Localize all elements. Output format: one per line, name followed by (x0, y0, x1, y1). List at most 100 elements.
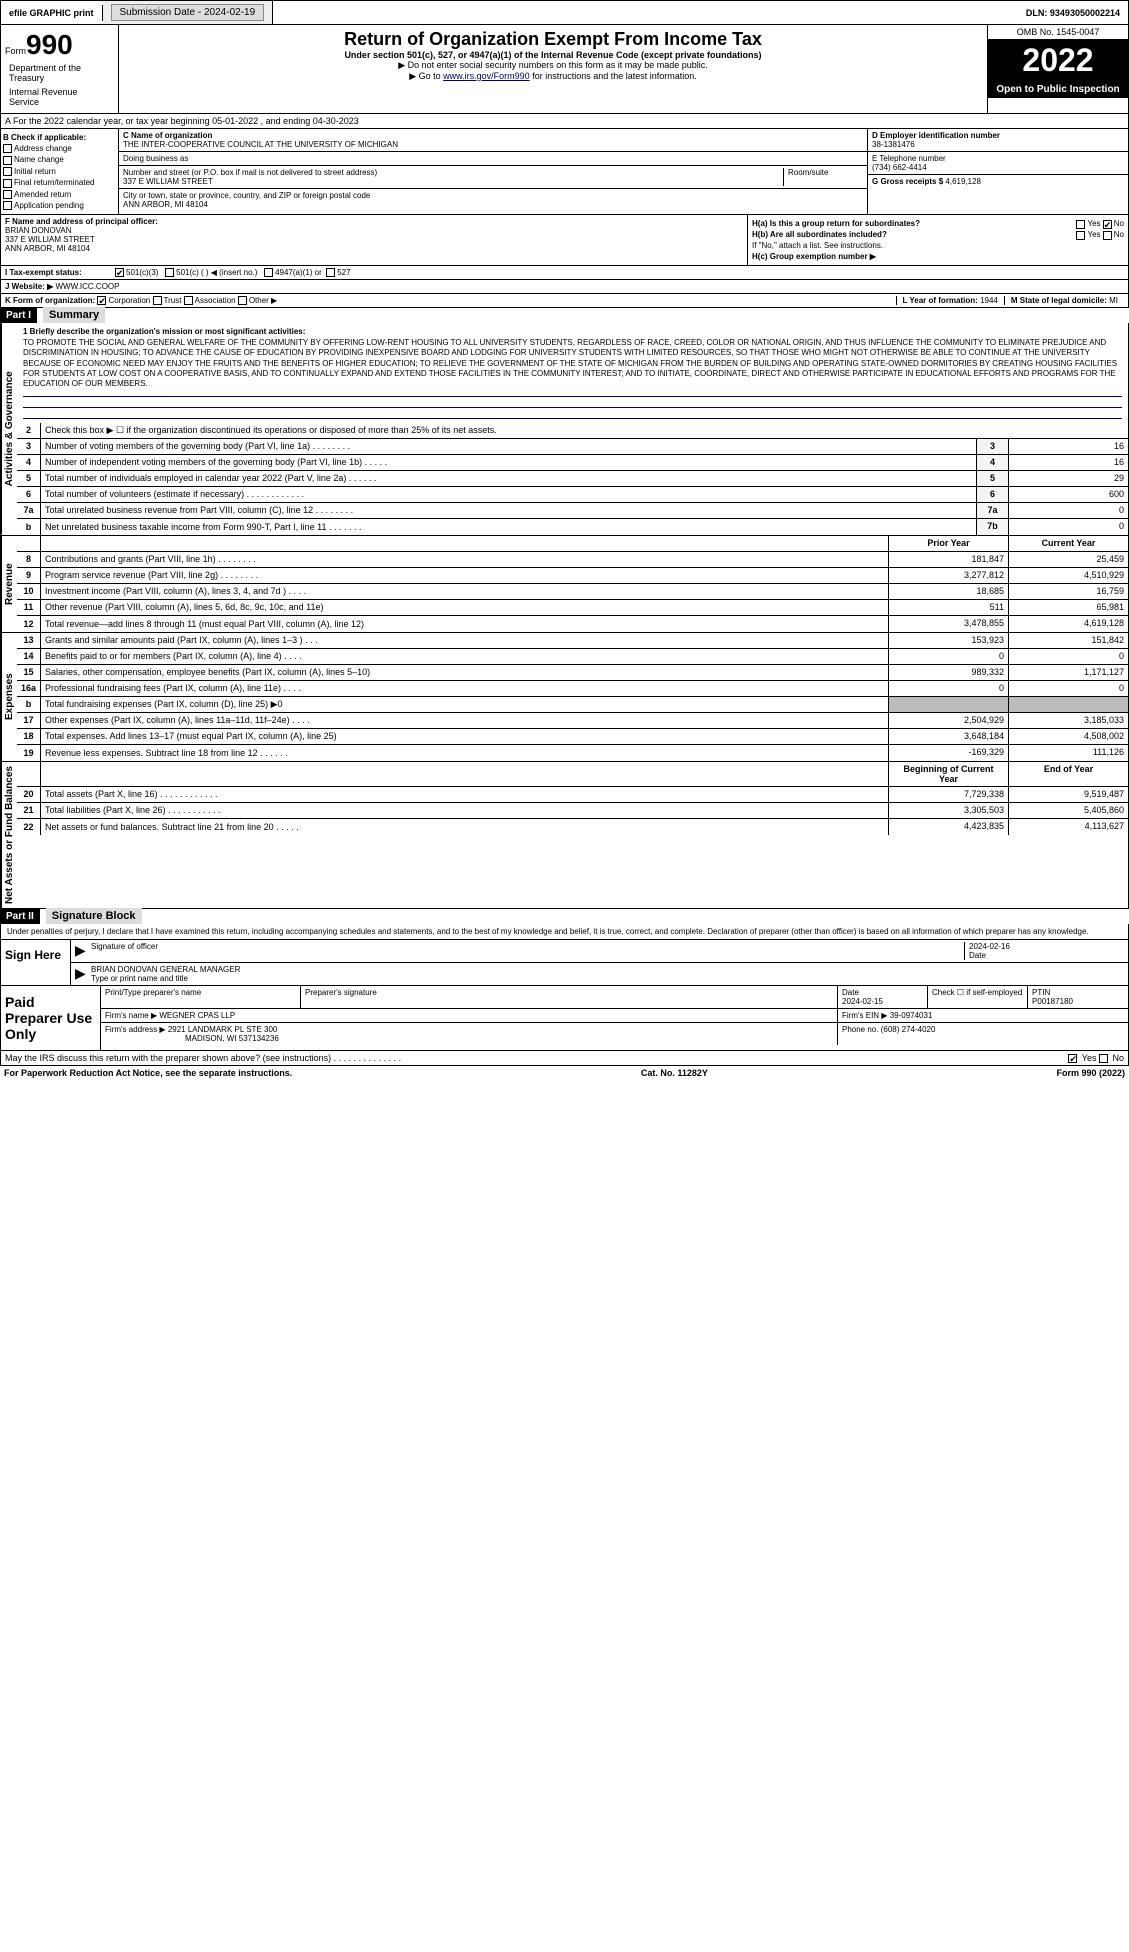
line-9: 9 Program service revenue (Part VIII, li… (17, 568, 1128, 584)
chk-name: Name change (3, 155, 116, 164)
checkbox-icon[interactable] (238, 296, 247, 305)
checkbox-icon[interactable] (3, 201, 12, 210)
sidebar-expenses: Expenses (1, 633, 17, 761)
cat-no: Cat. No. 11282Y (641, 1068, 708, 1078)
dept-treasury: Department of the Treasury (5, 61, 114, 85)
line-2: 2 Check this box ▶ ☐ if the organization… (17, 423, 1128, 439)
line-5: 5 Total number of individuals employed i… (17, 471, 1128, 487)
preparer-date: 2024-02-15 (842, 997, 923, 1006)
line-18: 18 Total expenses. Add lines 13–17 (must… (17, 729, 1128, 745)
hb-note: If "No," attach a list. See instructions… (752, 241, 1124, 250)
line-15: 15 Salaries, other compensation, employe… (17, 665, 1128, 681)
section-b-header: B Check if applicable: (3, 133, 116, 142)
instr-2: ▶ Go to www.irs.gov/Form990 for instruct… (127, 71, 979, 82)
subtitle: Under section 501(c), 527, or 4947(a)(1)… (127, 50, 979, 60)
firm-name: WEGNER CPAS LLP (159, 1011, 235, 1020)
discuss-row: May the IRS discuss this return with the… (0, 1051, 1129, 1066)
hb-row: H(b) Are all subordinates included? Yes … (752, 230, 1124, 239)
line-7a: 7a Total unrelated business revenue from… (17, 503, 1128, 519)
mission-text: TO PROMOTE THE SOCIAL AND GENERAL WELFAR… (23, 338, 1122, 390)
ein-value: 38-1381476 (872, 140, 1124, 149)
line-11: 11 Other revenue (Part VIII, column (A),… (17, 600, 1128, 616)
chk-final: Final return/terminated (3, 178, 116, 187)
chk-address: Address change (3, 144, 116, 153)
checkbox-icon[interactable] (1103, 220, 1112, 229)
line-19: 19 Revenue less expenses. Subtract line … (17, 745, 1128, 761)
line-12: 12 Total revenue—add lines 8 through 11 … (17, 616, 1128, 632)
addr-row: Number and street (or P.O. box if mail i… (119, 166, 867, 189)
line-b: b Net unrelated business taxable income … (17, 519, 1128, 535)
checkbox-icon[interactable] (3, 156, 12, 165)
org-name: THE INTER-COOPERATIVE COUNCIL AT THE UNI… (123, 140, 863, 149)
signature-block: Under penalties of perjury, I declare th… (0, 924, 1129, 986)
checkbox-icon[interactable] (326, 268, 335, 277)
website-value: WWW.ICC.COOP (55, 282, 119, 291)
chk-pending: Application pending (3, 201, 116, 210)
row-fh: F Name and address of principal officer:… (0, 215, 1129, 266)
form-header: Form990 Department of the Treasury Inter… (0, 25, 1129, 114)
checkbox-icon[interactable] (3, 190, 12, 199)
omb-number: OMB No. 1545-0047 (988, 25, 1128, 40)
org-name-row: C Name of organization THE INTER-COOPERA… (119, 129, 867, 152)
row-k: K Form of organization: Corporation Trus… (0, 294, 1129, 308)
checkbox-icon[interactable] (1103, 231, 1112, 240)
net-assets-section: Net Assets or Fund Balances Beginning of… (0, 762, 1129, 909)
instr-1: ▶ Do not enter social security numbers o… (127, 60, 979, 71)
tax-year: 2022 (988, 40, 1128, 81)
governance-section: Activities & Governance 1 Briefly descri… (0, 323, 1129, 535)
line-22: 22 Net assets or fund balances. Subtract… (17, 819, 1128, 835)
checkbox-icon[interactable] (264, 268, 273, 277)
line-10: 10 Investment income (Part VIII, column … (17, 584, 1128, 600)
checkbox-icon[interactable] (165, 268, 174, 277)
line-17: 17 Other expenses (Part IX, column (A), … (17, 713, 1128, 729)
room-suite: Room/suite (783, 168, 863, 186)
firm-phone: (608) 274-4020 (881, 1025, 936, 1034)
checkbox-icon[interactable] (153, 296, 162, 305)
form-footer: Form 990 (2022) (1056, 1068, 1125, 1078)
org-address: 337 E WILLIAM STREET (123, 177, 783, 186)
checkbox-icon[interactable] (3, 144, 12, 153)
paid-preparer-label: Paid Preparer Use Only (1, 986, 101, 1050)
sig-declaration: Under penalties of perjury, I declare th… (1, 924, 1128, 939)
arrow-icon: ▶ (75, 965, 91, 983)
part2-header: Part IISignature Block (0, 909, 1129, 924)
checkbox-icon[interactable] (1068, 1054, 1077, 1063)
firm-address: 2921 LANDMARK PL STE 300 (168, 1025, 278, 1034)
form-number-block: Form990 Department of the Treasury Inter… (1, 25, 119, 113)
dba-row: Doing business as (119, 152, 867, 166)
sidebar-governance: Activities & Governance (1, 323, 17, 534)
expenses-section: Expenses 13 Grants and similar amounts p… (0, 633, 1129, 762)
sign-here-label: Sign Here (1, 940, 71, 985)
phone-row: E Telephone number (734) 662-4414 (868, 152, 1128, 175)
checkbox-icon[interactable] (184, 296, 193, 305)
dln-label: DLN: 93493050002214 (1018, 5, 1128, 21)
line-b: b Total fundraising expenses (Part IX, c… (17, 697, 1128, 713)
paid-preparer-block: Paid Preparer Use Only Print/Type prepar… (0, 986, 1129, 1051)
chk-amended: Amended return (3, 190, 116, 199)
org-city: ANN ARBOR, MI 48104 (123, 200, 863, 209)
phone-value: (734) 662-4414 (872, 163, 1124, 172)
checkbox-icon[interactable] (1076, 220, 1085, 229)
checkbox-icon[interactable] (115, 268, 124, 277)
title-block: Return of Organization Exempt From Incom… (119, 25, 988, 113)
line-13: 13 Grants and similar amounts paid (Part… (17, 633, 1128, 649)
section-h: H(a) Is this a group return for subordin… (748, 215, 1128, 265)
submission-date-button[interactable]: Submission Date - 2024-02-19 (111, 4, 265, 21)
sig-date-value: 2024-02-16 (969, 942, 1124, 951)
inspection-label: Open to Public Inspection (988, 81, 1128, 98)
officer-name: BRIAN DONOVAN (5, 226, 743, 235)
ha-row: H(a) Is this a group return for subordin… (752, 219, 1124, 228)
hc-row: H(c) Group exemption number ▶ (752, 252, 1124, 261)
section-b: B Check if applicable: Address change Na… (1, 129, 119, 214)
checkbox-icon[interactable] (1076, 231, 1085, 240)
arrow-icon: ▶ (75, 942, 91, 960)
line-20: 20 Total assets (Part X, line 16) . . . … (17, 787, 1128, 803)
revenue-section: Revenue Prior Year Current Year 8 Contri… (0, 536, 1129, 633)
checkbox-icon[interactable] (3, 179, 12, 188)
col-header-row: Prior Year Current Year (17, 536, 1128, 552)
section-d: D Employer identification number 38-1381… (868, 129, 1128, 214)
checkbox-icon[interactable] (3, 167, 12, 176)
form990-link[interactable]: www.irs.gov/Form990 (443, 71, 530, 81)
checkbox-icon[interactable] (1099, 1054, 1108, 1063)
checkbox-icon[interactable] (97, 296, 106, 305)
